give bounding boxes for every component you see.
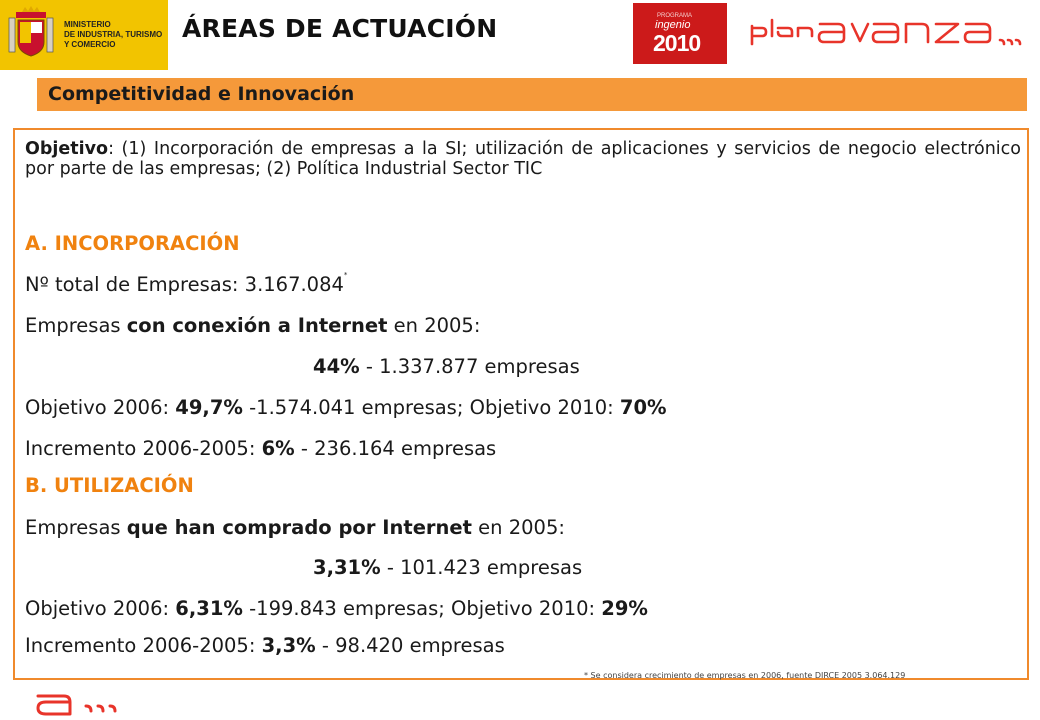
objetivo-2010-pct: 70% (619, 396, 667, 419)
ministry-line: DE INDUSTRIA, TURISMO (64, 30, 163, 39)
incremento-pct: 3,3% (261, 634, 316, 657)
section-header: Competitividad e Innovación (37, 78, 1027, 111)
content-frame (13, 128, 1029, 680)
conexion-post: en 2005: (387, 314, 481, 337)
objetivo-2006-pct: 49,7% (175, 396, 243, 419)
objective-label: Objetivo (25, 139, 109, 159)
heading-utilizacion: B. UTILIZACIÓN (25, 474, 194, 497)
objetivo-2006-label: Objetivo 2006: (25, 597, 176, 620)
total-empresas-label: Nº total de Empresas: (25, 273, 245, 296)
compras-pre: Empresas (25, 516, 127, 539)
header: MINISTERIO DE INDUSTRIA, TURISMO Y COMER… (0, 0, 1040, 72)
heading-incorporacion: A. INCORPORACIÓN (25, 232, 240, 255)
ministry-line: MINISTERIO (64, 20, 111, 29)
total-empresas-value: 3.167.084 (244, 273, 344, 296)
incremento-label: Incremento 2006-2005: (25, 437, 262, 460)
objetivo-incorporacion-line: Objetivo 2006: 49,7% -1.574.041 empresas… (25, 396, 667, 419)
section-title: Competitividad e Innovación (48, 83, 355, 105)
conexion-count: - 1.337.877 empresas (359, 355, 580, 378)
objetivo-2006-label: Objetivo 2006: (25, 396, 176, 419)
objetivo-2006-pct: 6,31% (175, 597, 243, 620)
incremento-count: - 98.420 empresas (315, 634, 505, 657)
ministry-name: MINISTERIO DE INDUSTRIA, TURISMO Y COMER… (64, 20, 162, 50)
footnote-mark: * (343, 271, 348, 279)
objetivo-mid: -1.574.041 empresas; Objetivo 2010: (242, 396, 620, 419)
compras-pct: 3,31% (313, 556, 381, 579)
compras-post: en 2005: (471, 516, 565, 539)
incremento-label: Incremento 2006-2005: (25, 634, 262, 657)
compras-line: Empresas que han comprado por Internet e… (25, 516, 565, 539)
ingenio-year: 2010 (653, 30, 701, 56)
coat-of-arms-icon (8, 6, 54, 57)
conexion-pre: Empresas (25, 314, 127, 337)
conexion-value-line: 44% - 1.337.877 empresas (313, 355, 580, 378)
ingenio-2010-logo: PROGRAMA ingenio 2010 (633, 3, 727, 64)
ingenio-brand: ingenio (655, 19, 691, 31)
page-title: ÁREAS DE ACTUACIÓN (182, 14, 498, 43)
incremento-incorporacion-line: Incremento 2006-2005: 6% - 236.164 empre… (25, 437, 496, 460)
compras-count: - 101.423 empresas (380, 556, 583, 579)
objetivo-2010-pct: 29% (601, 597, 648, 620)
incremento-pct: 6% (261, 437, 295, 460)
ingenio-program-label: PROGRAMA (657, 13, 693, 19)
compras-bold: que han comprado por Internet (126, 516, 472, 539)
total-empresas-line: Nº total de Empresas: 3.167.084* (25, 271, 348, 296)
compras-value-line: 3,31% - 101.423 empresas (313, 556, 582, 579)
ministry-logo: MINISTERIO DE INDUSTRIA, TURISMO Y COMER… (0, 0, 168, 70)
objetivo-utilizacion-line: Objetivo 2006: 6,31% -199.843 empresas; … (25, 597, 648, 620)
avanza-small-logo (36, 694, 117, 716)
objective-text: : (1) Incorporación de empresas a la SI;… (25, 139, 1021, 179)
conexion-line: Empresas con conexión a Internet en 2005… (25, 314, 480, 337)
incremento-count: - 236.164 empresas (294, 437, 497, 460)
objetivo-mid: -199.843 empresas; Objetivo 2010: (242, 597, 602, 620)
ministry-line: Y COMERCIO (64, 40, 116, 49)
objective-paragraph: Objetivo: (1) Incorporación de empresas … (25, 139, 1021, 179)
conexion-pct: 44% (313, 355, 360, 378)
footnote: * Se considera crecimiento de empresas e… (584, 671, 906, 680)
plan-avanza-logo (750, 18, 1022, 46)
conexion-bold: con conexión a Internet (126, 314, 388, 337)
incremento-utilizacion-line: Incremento 2006-2005: 3,3% - 98.420 empr… (25, 634, 505, 657)
